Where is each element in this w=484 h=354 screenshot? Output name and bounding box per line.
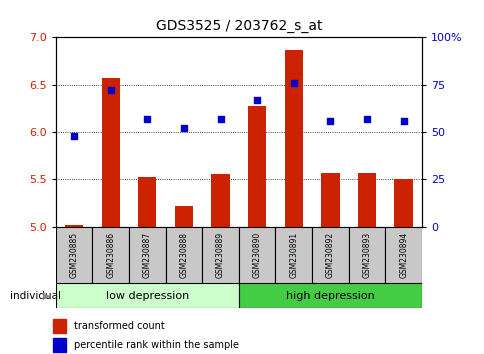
Point	[180, 125, 187, 131]
Text: individual: individual	[10, 291, 60, 301]
Point	[106, 87, 114, 93]
Bar	[312, 227, 348, 283]
Text: high depression: high depression	[286, 291, 374, 301]
Bar	[53, 319, 65, 333]
Text: GSM230889: GSM230889	[215, 232, 225, 278]
Bar	[384, 227, 421, 283]
Text: GSM230892: GSM230892	[325, 232, 334, 278]
Text: GSM230891: GSM230891	[288, 232, 298, 278]
Point	[326, 118, 333, 123]
Bar	[56, 283, 239, 308]
Bar	[92, 227, 129, 283]
Point	[399, 118, 407, 123]
Bar	[202, 227, 239, 283]
Bar	[129, 227, 166, 283]
Bar	[247, 106, 266, 227]
Bar	[56, 227, 92, 283]
Bar	[284, 50, 302, 227]
Point	[216, 116, 224, 121]
Text: percentile rank within the sample: percentile rank within the sample	[74, 341, 239, 350]
Text: GSM230887: GSM230887	[142, 232, 151, 278]
Bar	[101, 78, 120, 227]
Text: GSM230893: GSM230893	[362, 232, 371, 278]
Text: ▶: ▶	[44, 291, 51, 301]
Point	[143, 116, 151, 121]
Bar	[174, 206, 193, 227]
Point	[289, 80, 297, 85]
Bar	[211, 175, 229, 227]
Text: GSM230890: GSM230890	[252, 232, 261, 278]
Point	[70, 133, 78, 138]
Bar	[138, 177, 156, 227]
Point	[363, 116, 370, 121]
Text: GSM230894: GSM230894	[398, 232, 408, 278]
Bar	[166, 227, 202, 283]
Point	[253, 97, 260, 103]
Bar	[275, 227, 312, 283]
Bar	[348, 227, 385, 283]
Text: GSM230885: GSM230885	[69, 232, 78, 278]
Bar	[357, 173, 376, 227]
Bar	[239, 283, 421, 308]
Bar	[53, 338, 65, 352]
Bar	[320, 173, 339, 227]
Text: low depression: low depression	[106, 291, 189, 301]
Bar	[65, 225, 83, 227]
Bar	[239, 227, 275, 283]
Text: GSM230888: GSM230888	[179, 232, 188, 278]
Text: GSM230886: GSM230886	[106, 232, 115, 278]
Text: transformed count: transformed count	[74, 321, 165, 331]
Bar	[393, 179, 412, 227]
Title: GDS3525 / 203762_s_at: GDS3525 / 203762_s_at	[155, 19, 321, 33]
